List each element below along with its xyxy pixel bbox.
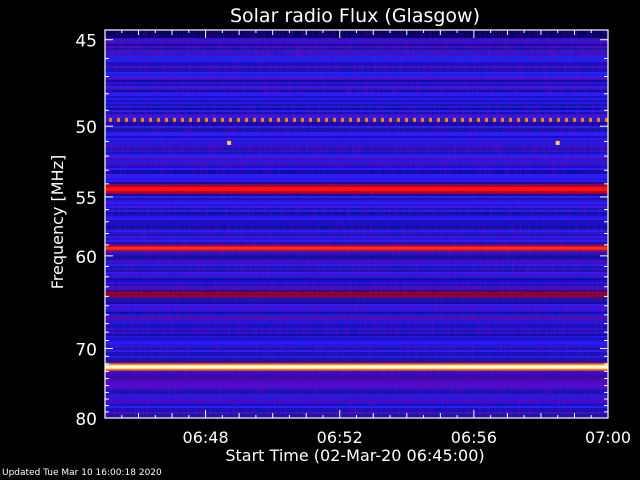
dotted-emission-mark — [277, 117, 280, 122]
dotted-emission-mark — [221, 117, 224, 122]
dotted-emission-mark — [581, 117, 584, 122]
dotted-emission-mark — [341, 117, 344, 122]
dotted-emission-mark — [285, 117, 288, 122]
dotted-emission-mark — [181, 117, 184, 122]
dotted-emission-mark — [389, 117, 392, 122]
dotted-emission-mark — [245, 117, 248, 122]
y-axis-label: Frequency [MHz] — [48, 155, 67, 289]
bright-spot — [227, 140, 232, 145]
dotted-emission-mark — [477, 117, 480, 122]
dotted-emission-mark — [309, 117, 312, 122]
dotted-emission-mark — [333, 117, 336, 122]
dotted-emission-mark — [117, 117, 120, 122]
dotted-emission-mark — [429, 117, 432, 122]
dotted-emission-mark — [173, 117, 176, 122]
dotted-emission-mark — [213, 117, 216, 122]
dotted-emission-mark — [557, 117, 560, 122]
dotted-emission-mark — [109, 117, 112, 122]
dotted-emission-mark — [597, 117, 600, 122]
y-tick-label: 70 — [75, 341, 97, 361]
dotted-emission-mark — [549, 117, 552, 122]
dotted-emission-mark — [493, 117, 496, 122]
dotted-emission-mark — [293, 117, 296, 122]
dotted-emission-mark — [357, 117, 360, 122]
dotted-emission-mark — [517, 117, 520, 122]
dotted-emission-mark — [445, 117, 448, 122]
x-tick-label: 06:52 — [317, 428, 363, 447]
dotted-emission-mark — [573, 117, 576, 122]
dotted-emission-mark — [413, 117, 416, 122]
dotted-emission-mark — [349, 117, 352, 122]
y-tick-label: 50 — [75, 118, 97, 138]
dotted-emission-mark — [197, 117, 200, 122]
dotted-emission-mark — [381, 117, 384, 122]
emission-band — [105, 365, 608, 369]
plot-area — [105, 30, 608, 418]
emission-band — [105, 375, 608, 390]
dotted-emission-mark — [325, 117, 328, 122]
dotted-emission-mark — [421, 117, 424, 122]
axes: 45 50 55 60 70 80 06:48 06:52 06:56 07:00 — [75, 29, 631, 447]
emission-band — [105, 187, 608, 192]
dotted-emission-mark — [541, 117, 544, 122]
dotted-emission-mark — [229, 117, 232, 122]
bright-spot — [555, 140, 560, 145]
dotted-emission-mark — [469, 117, 472, 122]
x-tick-label: 06:56 — [451, 428, 497, 447]
dotted-emission-mark — [261, 117, 264, 122]
y-tick-label: 55 — [75, 189, 97, 209]
x-axis-label: Start Time (02-Mar-20 06:45:00) — [225, 446, 484, 465]
dotted-emission-mark — [397, 117, 400, 122]
dotted-emission-mark — [589, 117, 592, 122]
dotted-emission-mark — [373, 117, 376, 122]
dotted-emission-mark — [253, 117, 256, 122]
emission-band — [105, 291, 608, 298]
dotted-emission-mark — [437, 117, 440, 122]
dotted-emission-mark — [237, 117, 240, 122]
emission-band — [105, 246, 608, 250]
y-tick-label: 80 — [75, 410, 97, 430]
dotted-emission-mark — [157, 117, 160, 122]
dotted-emission-mark — [605, 117, 608, 122]
noise-texture — [105, 30, 608, 418]
dotted-emission-mark — [509, 117, 512, 122]
dotted-emission-mark — [301, 117, 304, 122]
y-tick-label: 60 — [75, 248, 97, 268]
x-tick-label: 06:48 — [183, 428, 229, 447]
dotted-emission-mark — [365, 117, 368, 122]
chart-title: Solar radio Flux (Glasgow) — [230, 5, 480, 27]
dotted-emission-mark — [525, 117, 528, 122]
dotted-emission-mark — [189, 117, 192, 122]
dotted-emission-mark — [533, 117, 536, 122]
dotted-emission-mark — [453, 117, 456, 122]
dotted-emission-mark — [269, 117, 272, 122]
y-tick-label: 45 — [75, 32, 97, 52]
dotted-emission-mark — [133, 117, 136, 122]
dotted-emission-mark — [501, 117, 504, 122]
x-tick-label: 07:00 — [585, 428, 631, 447]
dotted-emission-mark — [125, 117, 128, 122]
dotted-emission-mark — [317, 117, 320, 122]
dotted-emission-mark — [149, 117, 152, 122]
dotted-emission-mark — [461, 117, 464, 122]
dotted-emission-mark — [141, 117, 144, 122]
dotted-emission-mark — [165, 117, 168, 122]
dotted-emission-mark — [205, 117, 208, 122]
updated-timestamp: Updated Tue Mar 10 16:00:18 2020 — [2, 468, 162, 478]
dotted-emission-mark — [405, 117, 408, 122]
dotted-emission-mark — [565, 117, 568, 122]
dotted-emission-mark — [485, 117, 488, 122]
